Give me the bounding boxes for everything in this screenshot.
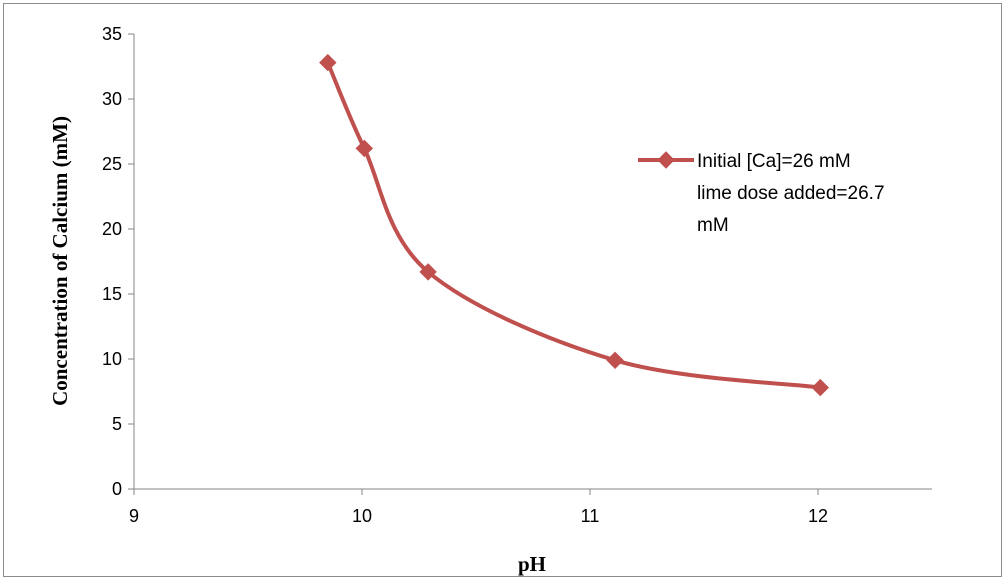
y-tick-label: 30 [102,89,122,109]
legend: Initial [Ca]=26 mM lime dose added=26.7 mM [638,151,885,236]
x-axis-title: pH [518,552,546,576]
y-tick-label: 20 [102,219,122,239]
data-point [811,378,829,397]
y-tick-label: 10 [102,349,122,369]
x-tick-label: 11 [581,506,600,526]
legend-label: Initial [Ca]=26 mM lime dose added=26.7 mM [697,151,885,236]
series-layer [319,53,829,397]
y-tick-label: 5 [112,414,122,434]
chart-frame [3,3,1002,577]
y-axis: 0 5 10 15 20 25 30 35 [102,24,135,499]
data-point [355,139,373,158]
x-tick-label: 10 [352,506,372,526]
data-point [606,351,624,370]
x-axis: 9 10 11 12 [129,488,932,526]
y-tick-label: 0 [112,479,122,499]
x-tick-label: 12 [808,506,828,526]
legend-marker [657,151,675,169]
y-tick-label: 35 [102,24,122,44]
series-line [325,61,821,390]
x-tick-label: 9 [129,506,139,526]
y-tick-label: 25 [102,154,122,174]
data-point [419,263,437,281]
data-point [319,53,337,72]
y-tick-label: 15 [102,284,122,304]
y-axis-title: Concentration of Calcium (mM) [48,116,72,406]
